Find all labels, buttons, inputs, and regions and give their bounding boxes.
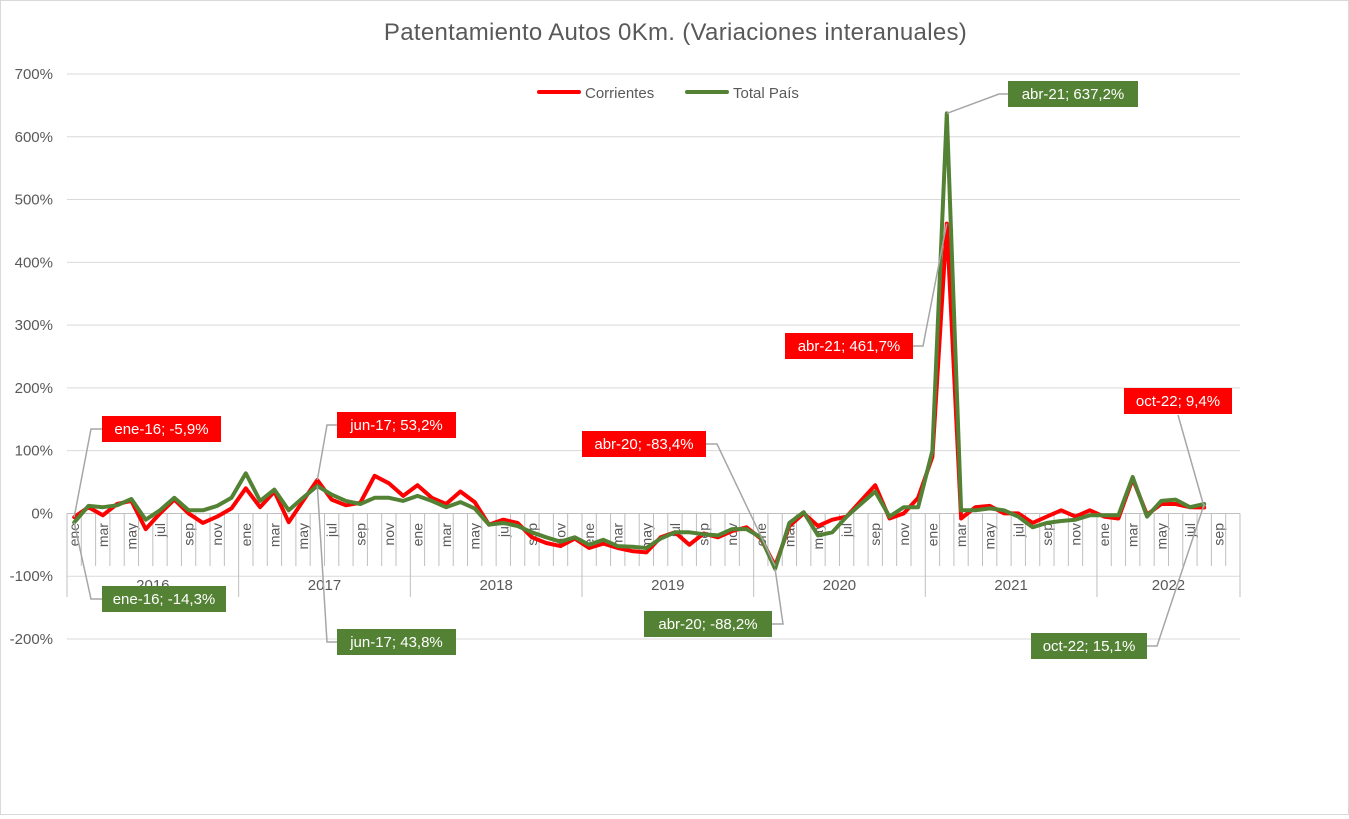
month-label: mar [438,523,454,547]
y-tick-label: 300% [15,317,53,334]
callout-box [102,416,221,442]
callout-label: abr-20; -88,2% [658,616,757,633]
y-tick-label: -100% [10,568,53,585]
month-label: ene [1096,523,1112,547]
callout-label: oct-22; 15,1% [1043,638,1136,655]
callout-box [1124,388,1232,414]
callout-leader [706,443,776,567]
month-label: nov [896,523,912,546]
chart-title: Patentamiento Autos 0Km. (Variaciones in… [383,19,968,46]
callout-label: jun-17; 43,8% [349,634,443,651]
month-label: sep [181,523,197,546]
month-label: jul [839,523,855,538]
month-label: sep [352,523,368,546]
data-callout: oct-22; 9,4% [1124,388,1232,508]
legend: Corrientes Total País [537,85,799,102]
month-label: may [638,523,654,549]
callout-leader [913,223,948,347]
month-label: ene [924,523,940,547]
callout-label: ene-16; -14,3% [113,591,216,608]
data-callout: jun-17; 53,2% [316,412,456,481]
month-label: may [982,523,998,549]
month-label: mar [610,523,626,547]
data-callout: oct-22; 15,1% [1031,503,1205,659]
month-label: ene [238,523,254,547]
callout-box [1008,81,1138,107]
y-tick-label: 500% [15,192,53,209]
callout-box [337,629,456,655]
year-label: 2020 [823,577,856,594]
callout-label: oct-22; 9,4% [1136,393,1220,410]
legend-label: Total País [733,85,799,102]
callout-label: ene-16; -5,9% [114,421,208,438]
y-tick-label: 600% [15,129,53,146]
month-label: sep [1039,523,1055,546]
year-label: 2018 [479,577,512,594]
month-label: may [123,523,139,549]
data-callout: ene-16; -14,3% [73,522,226,612]
data-callout: ene-16; -5,9% [73,416,221,518]
total-pais-series-line [72,111,1207,571]
y-tick-label: -200% [10,631,53,648]
data-callout: jun-17; 43,8% [316,485,456,655]
month-label: ene [66,523,82,547]
y-tick-label: 200% [15,380,53,397]
legend-label: Corrientes [585,85,654,102]
month-label: mar [95,523,111,547]
callout-box [785,333,913,359]
year-label: 2017 [308,577,341,594]
callout-leader [316,424,337,481]
month-label: nov [381,523,397,546]
month-label: sep [867,523,883,546]
callout-label: abr-21; 461,7% [798,338,901,355]
y-tick-label: 0% [31,505,53,522]
month-label: sep [1211,523,1227,546]
callout-leader [316,485,337,643]
month-label: may [467,523,483,549]
callout-leader [946,93,1008,115]
callout-leader [73,428,102,518]
month-label: nov [1067,523,1083,546]
callout-leader [1147,503,1205,647]
callout-box [1031,633,1147,659]
year-label: 2022 [1152,577,1185,594]
callout-label: abr-20; -83,4% [594,436,693,453]
month-label: jul [324,523,340,538]
y-tick-label: 400% [15,254,53,271]
month-label: may [295,523,311,549]
callout-label: jun-17; 53,2% [349,417,443,434]
callout-box [102,586,226,612]
data-callout: abr-20; -83,4% [582,431,776,567]
callout-box [644,611,772,637]
month-label: mar [953,523,969,547]
y-tick-label: 700% [15,66,53,83]
month-label: jul [152,523,168,538]
callout-leader [1177,414,1205,508]
month-label: jul [495,523,511,538]
data-callout: abr-21; 637,2% [946,81,1138,115]
callout-box [337,412,456,438]
callout-leader [73,522,102,600]
y-tick-label: 100% [15,443,53,460]
data-callout: abr-20; -88,2% [644,568,784,637]
data-callout: abr-21; 461,7% [785,223,948,359]
callout-label: abr-21; 637,2% [1022,86,1125,103]
year-label: 2019 [651,577,684,594]
month-label: mar [266,523,282,547]
month-label: may [1153,523,1169,549]
month-label: nov [209,523,225,546]
callout-box [582,431,706,457]
month-label: ene [409,523,425,547]
callout-leader [772,568,784,625]
year-label: 2021 [994,577,1027,594]
month-label: jul [1010,523,1026,538]
month-label: mar [1125,523,1141,547]
